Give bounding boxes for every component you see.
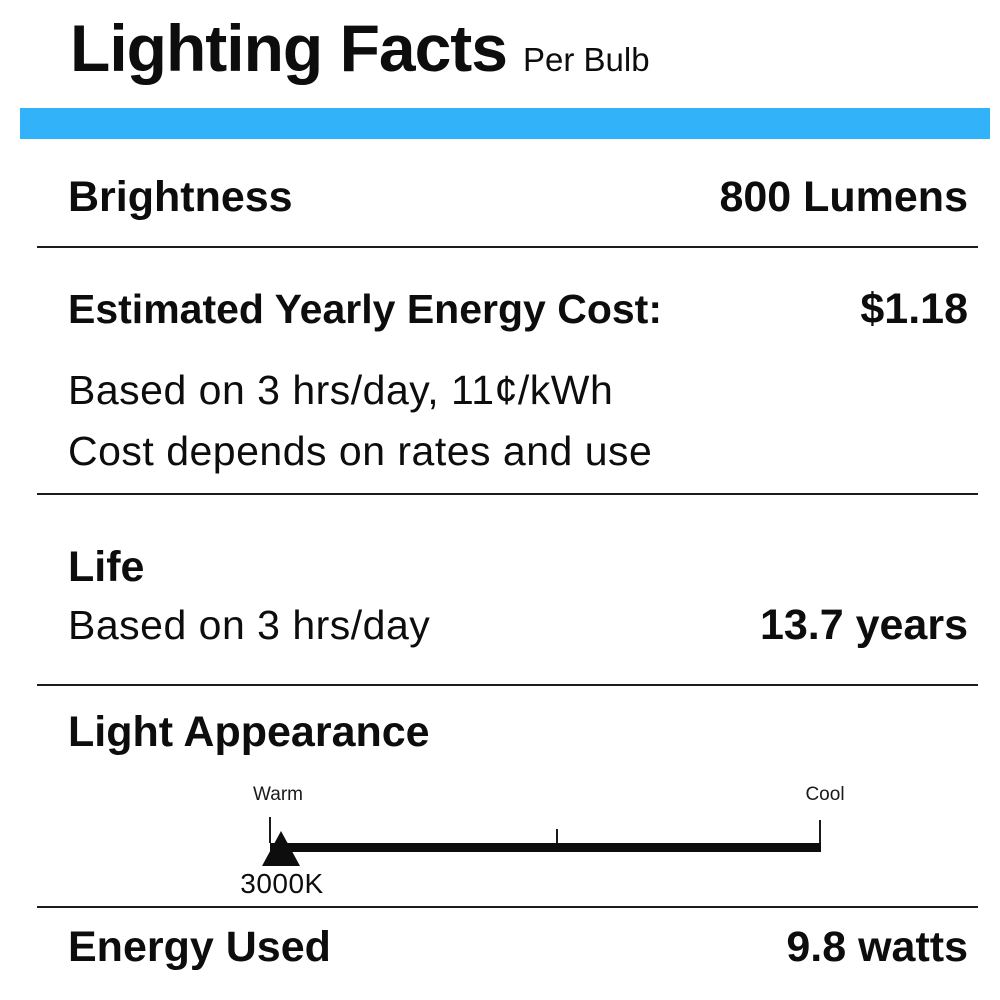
accent-bar	[20, 108, 990, 139]
scale-tick-right	[819, 820, 821, 843]
energy-cost-row: Estimated Yearly Energy Cost: $1.18	[68, 285, 968, 333]
marker-value: 3000K	[240, 868, 324, 899]
scale-tick-middle	[556, 829, 558, 843]
energy-used-label: Energy Used	[68, 923, 331, 971]
cool-label: Cool	[805, 784, 845, 805]
light-appearance-label: Light Appearance	[68, 708, 430, 756]
divider	[37, 246, 978, 248]
life-basis: Based on 3 hrs/day	[68, 602, 431, 648]
life-row: Based on 3 hrs/day 13.7 years	[68, 601, 968, 649]
energy-used-row: Energy Used 9.8 watts	[68, 923, 968, 971]
scale-bar	[270, 843, 821, 852]
brightness-row: Brightness 800 Lumens	[68, 173, 968, 221]
divider	[37, 493, 978, 495]
energy-cost-label: Estimated Yearly Energy Cost:	[68, 286, 662, 332]
energy-used-value: 9.8 watts	[786, 923, 968, 971]
page-title: Lighting Facts	[70, 11, 508, 85]
page-subtitle: Per Bulb	[522, 41, 650, 78]
divider	[37, 684, 978, 686]
life-value: 13.7 years	[759, 601, 968, 649]
cost-note-line2: Cost depends on rates and use	[68, 428, 653, 474]
cost-note-line1: Based on 3 hrs/day, 11¢/kWh	[68, 367, 614, 413]
life-label: Life	[68, 543, 145, 591]
brightness-label: Brightness	[68, 173, 293, 221]
divider	[37, 906, 978, 908]
energy-cost-value: $1.18	[860, 285, 968, 333]
scale-tick-left	[269, 817, 271, 843]
header: Lighting Facts Per Bulb	[70, 12, 650, 85]
marker-triangle-icon	[262, 831, 300, 866]
brightness-value: 800 Lumens	[719, 173, 968, 221]
warm-label: Warm	[253, 784, 303, 805]
